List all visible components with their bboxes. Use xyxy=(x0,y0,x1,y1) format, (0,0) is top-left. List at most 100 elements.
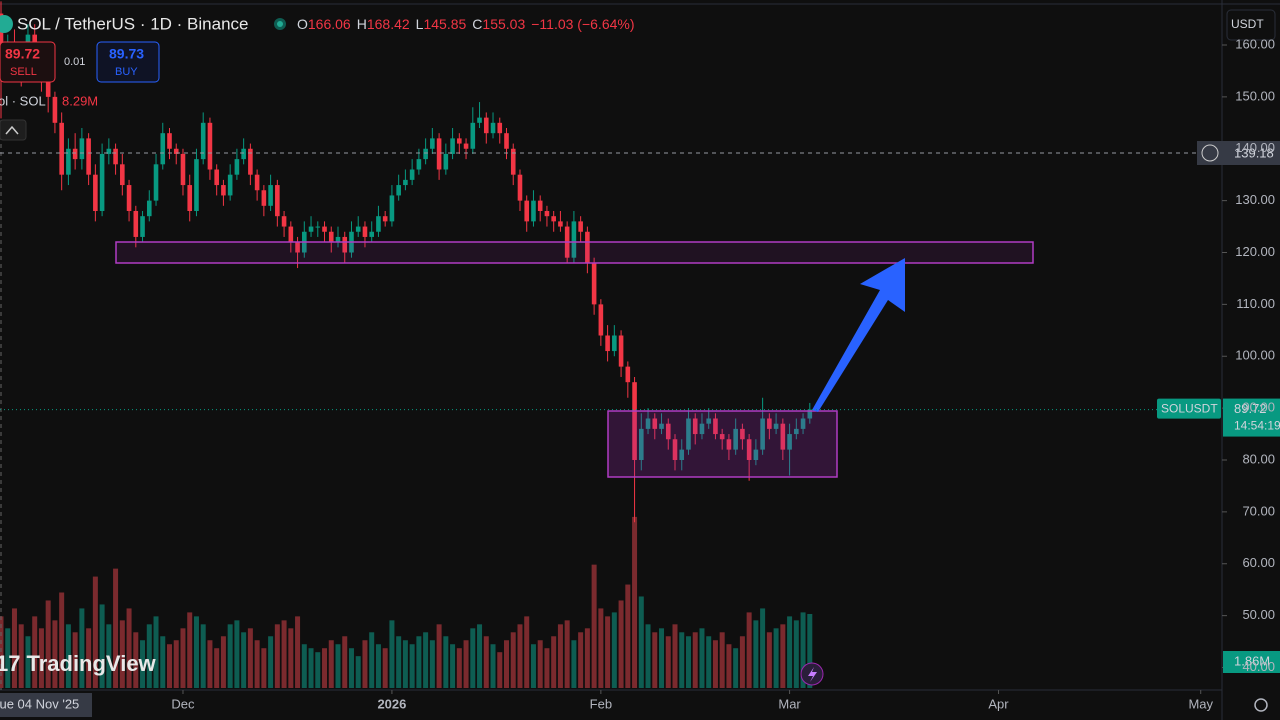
price-tick-label: 110.00 xyxy=(1236,296,1275,311)
volume-bar xyxy=(369,632,375,688)
volume-bar xyxy=(739,636,745,688)
volume-bar xyxy=(766,632,772,688)
volume-bar xyxy=(32,616,38,688)
candle-body xyxy=(295,242,300,253)
candle-body xyxy=(436,138,442,170)
candle-body xyxy=(578,221,583,232)
candle-body xyxy=(187,185,193,211)
volume-bar xyxy=(362,640,368,688)
ohlc-value: 155.03 xyxy=(482,16,525,32)
volume-bar xyxy=(477,624,483,688)
collapse-icon xyxy=(5,125,19,135)
price-tick-label: 160.00 xyxy=(1235,36,1275,51)
candle-body xyxy=(706,418,711,424)
currency-button[interactable] xyxy=(1226,9,1276,41)
candle-body xyxy=(200,122,206,160)
volume-bar xyxy=(618,600,624,688)
candle-body xyxy=(59,122,64,175)
candle-body xyxy=(773,423,779,429)
price-tick-label: 90.00 xyxy=(1242,400,1275,415)
candle-body xyxy=(376,216,381,232)
volume-bar xyxy=(800,612,806,688)
volume-bar xyxy=(483,636,489,688)
candle-body xyxy=(470,122,476,149)
candle-body xyxy=(396,185,401,196)
candle-body xyxy=(719,434,725,440)
candle-body xyxy=(551,216,556,222)
volume-bar xyxy=(517,624,523,688)
volume-bar xyxy=(355,656,361,688)
candle-body xyxy=(173,148,179,154)
volume-bar xyxy=(780,624,786,688)
candle-body xyxy=(531,200,536,222)
volume-bar xyxy=(25,636,31,688)
volume-bar xyxy=(706,636,712,688)
candle-body xyxy=(362,226,368,237)
candle-body xyxy=(544,211,550,217)
volume-bar xyxy=(726,644,732,688)
candle-body xyxy=(328,231,334,243)
resistance-zone[interactable] xyxy=(115,241,1034,264)
projection-arrow[interactable] xyxy=(812,258,905,412)
sell-button[interactable] xyxy=(0,41,56,83)
volume-bar xyxy=(685,636,691,688)
buy-button[interactable] xyxy=(96,41,160,83)
volume-bar xyxy=(86,628,92,688)
volume-bar xyxy=(11,608,17,688)
volume-study-label: ol · SOL xyxy=(0,93,46,108)
collapse-button[interactable] xyxy=(0,119,27,141)
candle-body xyxy=(180,153,186,186)
volume-bar xyxy=(133,632,139,688)
candle-body xyxy=(591,262,597,305)
candle-body xyxy=(99,153,105,211)
volume-bar xyxy=(281,620,287,688)
last-price-box xyxy=(1223,398,1280,437)
volume-bar xyxy=(719,632,725,688)
candle-body xyxy=(275,185,280,217)
volume-bar xyxy=(295,616,301,688)
crosshair-price-label: 139.18 xyxy=(1234,145,1274,160)
candle-body xyxy=(409,169,415,180)
volume-bar xyxy=(52,620,58,688)
range-zone[interactable] xyxy=(607,410,838,478)
symbol-tag xyxy=(1157,398,1221,419)
candle-body xyxy=(382,216,388,222)
volume-bar xyxy=(557,624,563,688)
volume-bar xyxy=(605,616,611,688)
volume-bar xyxy=(692,632,698,688)
candle-body xyxy=(423,148,428,160)
brand-name: TradingView xyxy=(26,651,156,676)
volume-bar xyxy=(308,648,314,688)
volume-bar xyxy=(746,612,752,688)
settings-button[interactable] xyxy=(1254,698,1268,712)
candle-body xyxy=(369,231,374,237)
candle-body xyxy=(430,138,435,149)
volume-bar xyxy=(126,608,132,688)
candle-body xyxy=(355,226,361,232)
volume-bar xyxy=(551,636,557,688)
symbol-tag-label: SOLUSDT xyxy=(1161,402,1218,416)
price-tick-label: 140.00 xyxy=(1235,140,1275,155)
candle-body xyxy=(672,439,678,460)
volume-bar xyxy=(793,620,799,688)
time-tick-label: Apr xyxy=(988,696,1009,711)
candle-body xyxy=(504,133,509,149)
volume-bar xyxy=(665,636,671,688)
candle-body xyxy=(659,423,664,429)
candle-body xyxy=(457,138,462,144)
volume-bar xyxy=(5,628,11,688)
candle-body xyxy=(733,428,738,450)
volume-bar xyxy=(638,596,644,688)
candle-body xyxy=(308,226,314,232)
volume-bar xyxy=(301,644,307,688)
volume-bar xyxy=(153,616,159,688)
candle-body xyxy=(699,423,705,435)
volume-bar xyxy=(38,628,44,688)
candle-body xyxy=(679,449,685,460)
volume-bar xyxy=(402,640,408,688)
time-tick-label: 2026 xyxy=(377,696,406,711)
brand-logo: 17 TradingView xyxy=(0,651,157,676)
volume-bar xyxy=(773,628,779,688)
volume-bar xyxy=(247,628,253,688)
volume-bar xyxy=(463,640,469,688)
